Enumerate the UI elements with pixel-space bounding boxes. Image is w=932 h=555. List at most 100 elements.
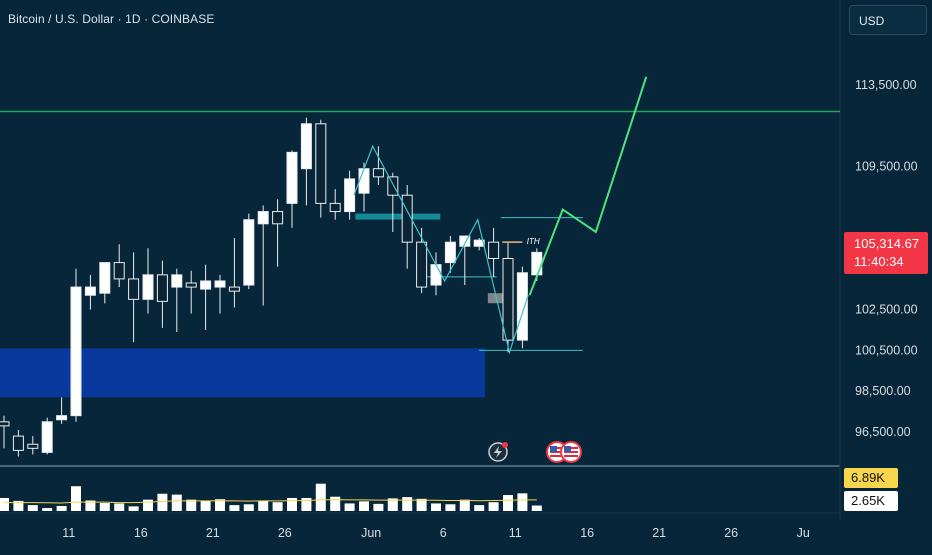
- volume-bar[interactable]: [503, 495, 513, 511]
- volume-bar[interactable]: [229, 505, 239, 511]
- candle[interactable]: [244, 214, 254, 290]
- volume-bar[interactable]: [57, 506, 67, 511]
- candle-body: [503, 259, 513, 341]
- volume-bar[interactable]: [445, 504, 455, 511]
- symbol-title[interactable]: Bitcoin / U.S. Dollar · 1D · COINBASE: [8, 12, 214, 26]
- x-tick-label: 11: [509, 526, 522, 540]
- candle-body: [114, 263, 124, 279]
- candle-body: [301, 124, 311, 169]
- x-tick-label: 26: [278, 526, 292, 540]
- volume-average-tag: 2.65K: [844, 491, 898, 511]
- volume-bar[interactable]: [474, 505, 484, 511]
- candle-body: [13, 436, 23, 450]
- candle-body: [57, 416, 67, 420]
- currency-button[interactable]: USD: [849, 5, 927, 35]
- flash-event-icon[interactable]: [489, 442, 508, 461]
- volume-bar[interactable]: [489, 502, 499, 511]
- candle-body: [273, 212, 283, 224]
- y-tick-label: 109,500.00: [855, 160, 918, 174]
- x-tick-label: 11: [62, 526, 75, 540]
- volume-bar[interactable]: [143, 500, 153, 511]
- volume-bar[interactable]: [273, 502, 283, 511]
- volume-bar[interactable]: [258, 501, 268, 512]
- volume-bar[interactable]: [172, 495, 182, 511]
- volume-bar[interactable]: [460, 500, 470, 511]
- candle[interactable]: [517, 267, 527, 349]
- y-tick-label: 100,500.00: [855, 343, 918, 357]
- y-tick-label: 98,500.00: [855, 384, 911, 398]
- candle-body: [201, 281, 211, 289]
- volume-bar[interactable]: [359, 501, 369, 511]
- last-price-tag: 105,314.67 11:40:34: [844, 232, 928, 274]
- volume-bar[interactable]: [71, 486, 81, 511]
- candle-body: [129, 279, 139, 299]
- volume-bar[interactable]: [244, 504, 254, 511]
- volume-bar[interactable]: [157, 494, 167, 511]
- candle-body: [100, 263, 110, 294]
- volume-bar[interactable]: [402, 497, 412, 511]
- candle[interactable]: [42, 418, 52, 455]
- volume-bar[interactable]: [287, 498, 297, 511]
- candle-body: [445, 242, 455, 262]
- candle-body: [517, 273, 527, 340]
- volume-bar[interactable]: [100, 503, 110, 511]
- order-block[interactable]: [355, 214, 440, 220]
- candle-body: [172, 275, 182, 287]
- candle-body: [417, 242, 427, 287]
- candle-body: [244, 220, 254, 285]
- bar-countdown: 11:40:34: [854, 253, 928, 271]
- candle-body: [0, 422, 9, 426]
- candle-body: [85, 287, 95, 295]
- x-tick-label: 6: [440, 526, 447, 540]
- candle-body: [345, 179, 355, 212]
- volume-bar[interactable]: [517, 493, 527, 511]
- candle-body: [28, 444, 38, 448]
- candle-body: [388, 177, 398, 195]
- candle-body: [186, 283, 196, 287]
- volume-bar[interactable]: [316, 484, 326, 511]
- candle-body: [532, 252, 542, 274]
- candle-body: [431, 265, 441, 285]
- candle-body: [229, 287, 239, 291]
- volume-bar[interactable]: [114, 503, 124, 511]
- x-tick-label: 26: [724, 526, 738, 540]
- y-tick-label: 113,500.00: [855, 78, 917, 92]
- volume-bar[interactable]: [417, 499, 427, 511]
- us-flag-event-icon[interactable]: [561, 442, 581, 462]
- volume-bar[interactable]: [330, 497, 340, 511]
- candle-body: [359, 169, 369, 193]
- x-tick-label: 21: [652, 526, 666, 540]
- candle-body: [215, 281, 225, 287]
- y-tick-label: 102,500.00: [855, 303, 918, 317]
- candle-body: [157, 275, 167, 302]
- volume-bar[interactable]: [345, 503, 355, 511]
- candle-body: [489, 242, 499, 258]
- volume-bar[interactable]: [373, 504, 383, 511]
- volume-current-tag: 6.89K: [844, 468, 898, 488]
- volume-bar[interactable]: [201, 501, 211, 512]
- candle-body: [373, 169, 383, 177]
- x-tick-label: Jun: [361, 526, 381, 540]
- candle-body: [316, 124, 326, 204]
- volume-bar[interactable]: [42, 508, 52, 511]
- candle-body: [287, 152, 297, 203]
- candle-body: [258, 212, 268, 224]
- volume-bar[interactable]: [129, 506, 139, 511]
- candle-body: [71, 287, 81, 416]
- candle-body: [143, 275, 153, 299]
- candle[interactable]: [316, 120, 326, 218]
- volume-bar[interactable]: [28, 505, 38, 511]
- x-tick-label: Ju: [797, 526, 810, 540]
- volume-bar[interactable]: [431, 503, 441, 511]
- candle-body: [330, 203, 340, 211]
- volume-bar[interactable]: [532, 506, 542, 511]
- x-tick-label: 16: [580, 526, 594, 540]
- ith-label: ITH: [527, 237, 540, 246]
- candle[interactable]: [503, 242, 513, 352]
- x-tick-label: 16: [134, 526, 148, 540]
- x-tick-label: 21: [206, 526, 220, 540]
- candle[interactable]: [71, 269, 81, 422]
- volume-bar[interactable]: [0, 498, 9, 511]
